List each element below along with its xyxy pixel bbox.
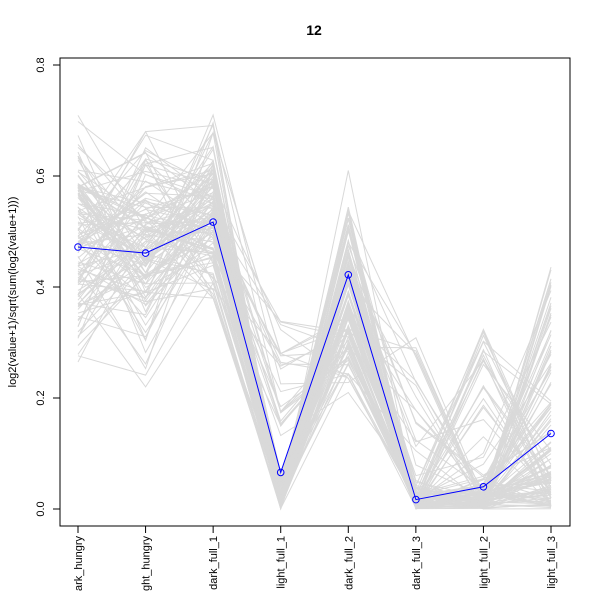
background-series-line — [77, 199, 552, 511]
background-series-line — [77, 199, 552, 496]
x-axis: ark_hungry ght_hungry dark_full_1 light_ful… — [73, 526, 558, 591]
background-series-line — [77, 209, 552, 510]
y-tick-label: 0.6 — [35, 168, 47, 183]
highlight-point — [344, 271, 353, 279]
x-tick-label: light_full_1 — [276, 536, 288, 589]
background-series-line — [77, 146, 552, 500]
background-series-line — [77, 211, 552, 511]
highlight-point — [276, 468, 285, 477]
background-series-line — [77, 206, 552, 509]
y-tick-label: 0.2 — [35, 390, 47, 405]
background-series-line — [77, 167, 552, 507]
background-series-line — [77, 192, 552, 503]
x-tick-label: dark_full_1 — [208, 536, 220, 590]
x-tick-label: dark_full_3 — [411, 536, 423, 590]
background-series-line — [77, 169, 552, 509]
x-tick-label: light_full_2 — [478, 536, 490, 589]
background-lines — [77, 113, 552, 511]
background-series-line — [77, 120, 552, 508]
x-tick-label: light_full_3 — [546, 536, 558, 589]
plot-frame — [59, 57, 571, 527]
y-tick-label: 0.4 — [35, 279, 47, 294]
background-series-line — [77, 186, 552, 501]
background-series-line — [77, 197, 552, 509]
highlight-series-line — [77, 221, 552, 501]
background-series-line — [77, 171, 552, 510]
highlight-point — [547, 429, 555, 438]
y-tick-label: 0.0 — [35, 501, 47, 516]
background-series-line — [77, 178, 552, 509]
background-series-line — [77, 147, 552, 504]
background-series-line — [77, 130, 552, 510]
y-axis-label: log2(value+1)/sqrt(sum(log2(value+1))) — [7, 197, 19, 388]
chart-title: 12 — [306, 22, 322, 38]
background-series-line — [77, 130, 552, 507]
background-series-line — [77, 121, 552, 509]
background-series-line — [77, 170, 552, 502]
background-series-line — [77, 131, 552, 499]
highlight-series — [74, 218, 555, 504]
y-axis: 0.0 0.2 0.4 0.6 0.8 — [35, 57, 60, 517]
highlight-point — [412, 495, 420, 504]
x-tick-label: ark_hungry — [73, 536, 85, 592]
highlight-point — [479, 483, 488, 491]
x-tick-label: dark_full_2 — [343, 536, 355, 590]
x-tick-label: ght_hungry — [141, 536, 153, 592]
highlight-point — [74, 243, 82, 251]
highlight-point — [141, 249, 150, 257]
highlight-point — [209, 218, 217, 226]
y-tick-label: 0.8 — [35, 57, 47, 72]
